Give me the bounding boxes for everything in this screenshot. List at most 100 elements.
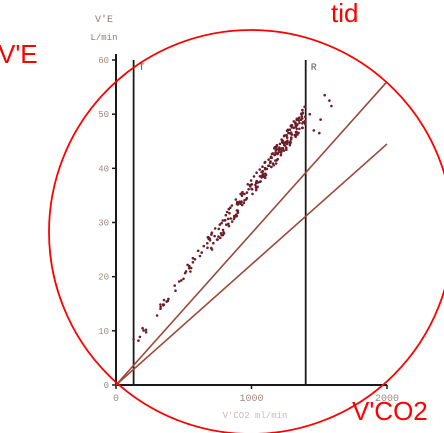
- data-point: [301, 120, 305, 124]
- data-point: [165, 300, 168, 303]
- data-point: [236, 203, 240, 206]
- data-point: [295, 127, 299, 131]
- data-point: [312, 129, 316, 132]
- data-point: [282, 143, 286, 147]
- data-point: [174, 289, 177, 293]
- data-point: [218, 223, 222, 226]
- data-point: [236, 211, 240, 214]
- data-point: [224, 213, 228, 217]
- data-point: [281, 139, 284, 142]
- data-point: [217, 235, 220, 238]
- data-point: [296, 123, 299, 126]
- data-point: [230, 220, 234, 223]
- data-point: [249, 179, 253, 182]
- data-point: [289, 140, 292, 143]
- data-point: [159, 303, 162, 306]
- data-point: [198, 254, 202, 258]
- overlay-label-tid: tid: [331, 0, 358, 28]
- data-point: [323, 93, 327, 97]
- data-point: [191, 261, 195, 264]
- data-point: [283, 134, 286, 137]
- data-point: [226, 217, 230, 221]
- data-point: [265, 167, 269, 171]
- data-point: [225, 210, 229, 214]
- data-point: [281, 147, 285, 150]
- data-point: [137, 339, 140, 342]
- data-point: [251, 192, 254, 196]
- data-point: [177, 280, 181, 283]
- data-point: [142, 329, 145, 332]
- data-point: [276, 152, 279, 156]
- data-point: [255, 171, 258, 174]
- y-tick-label: 40: [98, 164, 109, 174]
- data-point: [268, 161, 272, 164]
- data-point: [233, 216, 236, 219]
- data-point: [288, 128, 292, 131]
- data-point: [234, 198, 238, 201]
- data-point: [159, 307, 162, 311]
- data-point: [286, 141, 290, 144]
- highlight-circle: [48, 29, 444, 433]
- data-point: [245, 191, 249, 194]
- data-point: [258, 168, 262, 171]
- data-point: [229, 217, 232, 220]
- data-point: [274, 146, 278, 149]
- overlay-label-ve: V'E: [0, 39, 38, 69]
- data-point: [180, 279, 183, 282]
- tick-layer: 0 10 20 30 40 50 60 0 1000 2000: [98, 56, 399, 405]
- data-point: [202, 244, 206, 248]
- data-point: [167, 297, 170, 301]
- data-point: [225, 223, 228, 226]
- y-axis-label-line1: V'E: [95, 14, 113, 26]
- data-point: [285, 133, 288, 137]
- data-point: [319, 118, 322, 121]
- y-axis-label-line2: L/min: [90, 33, 117, 43]
- data-point: [296, 117, 300, 121]
- data-point: [288, 143, 292, 147]
- data-point: [285, 136, 289, 139]
- data-point: [248, 185, 252, 188]
- data-point: [264, 172, 267, 175]
- data-point: [213, 234, 216, 238]
- data-point: [240, 203, 244, 207]
- data-point: [206, 236, 210, 239]
- reference-line-1: [115, 81, 388, 386]
- data-point: [212, 241, 215, 245]
- data-point: [227, 222, 230, 226]
- data-point: [193, 258, 197, 261]
- data-point: [236, 209, 240, 212]
- data-point: [318, 131, 321, 135]
- data-points: [132, 93, 333, 342]
- data-point: [278, 146, 281, 149]
- data-point: [218, 236, 222, 240]
- data-point: [189, 270, 192, 273]
- data-point: [263, 161, 267, 164]
- data-point: [293, 133, 297, 137]
- data-point: [260, 174, 264, 177]
- data-point: [282, 149, 286, 152]
- data-point: [301, 108, 304, 112]
- data-point: [182, 277, 185, 281]
- data-point: [230, 204, 234, 207]
- data-point: [255, 179, 258, 183]
- data-point: [272, 163, 276, 167]
- data-point: [223, 219, 227, 222]
- data-point: [252, 175, 256, 178]
- data-point: [330, 104, 333, 108]
- data-point: [220, 221, 223, 225]
- data-point: [273, 153, 276, 157]
- data-point: [254, 183, 257, 187]
- data-point: [292, 126, 296, 129]
- data-point: [288, 132, 291, 135]
- data-point: [217, 227, 221, 231]
- data-point: [187, 266, 191, 270]
- data-point: [247, 188, 250, 191]
- data-point: [290, 133, 293, 136]
- data-point: [250, 188, 254, 191]
- data-point: [279, 153, 283, 157]
- data-point: [141, 326, 144, 330]
- data-point: [222, 232, 226, 235]
- data-point: [267, 164, 271, 167]
- y-tick-label: 0: [104, 381, 109, 391]
